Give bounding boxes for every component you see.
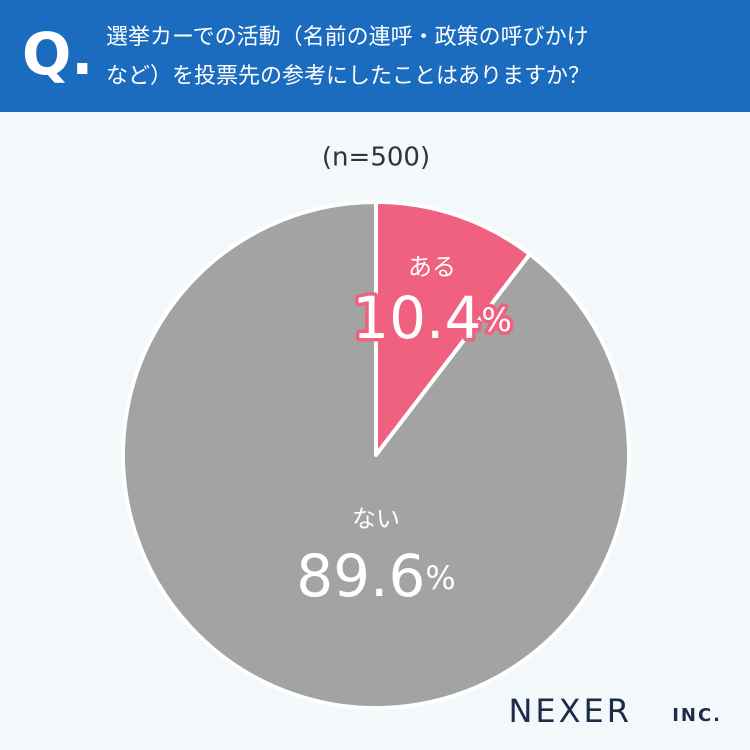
question-mark: Q. [22, 20, 93, 88]
slice-label: ある [408, 253, 456, 281]
pie-slice [374, 200, 532, 457]
slice-label: ない [352, 505, 400, 533]
pie: ある 10.4% ない 89.6% [121, 200, 631, 710]
header-bar [0, 0, 750, 112]
brand-name: NEXER [508, 692, 632, 730]
sample-size: (n=500) [322, 143, 430, 173]
value-label: 89.6% [296, 542, 456, 610]
question-line: など）を投票先の参考にしたことはありますか？ [106, 64, 590, 89]
question-line: 選挙カーでの活動（名前の連呼・政策の呼びかけ [106, 25, 589, 50]
pie-slice [121, 200, 631, 710]
value-label: 10.4% [352, 284, 512, 352]
brand-suffix: INC. [672, 705, 722, 726]
